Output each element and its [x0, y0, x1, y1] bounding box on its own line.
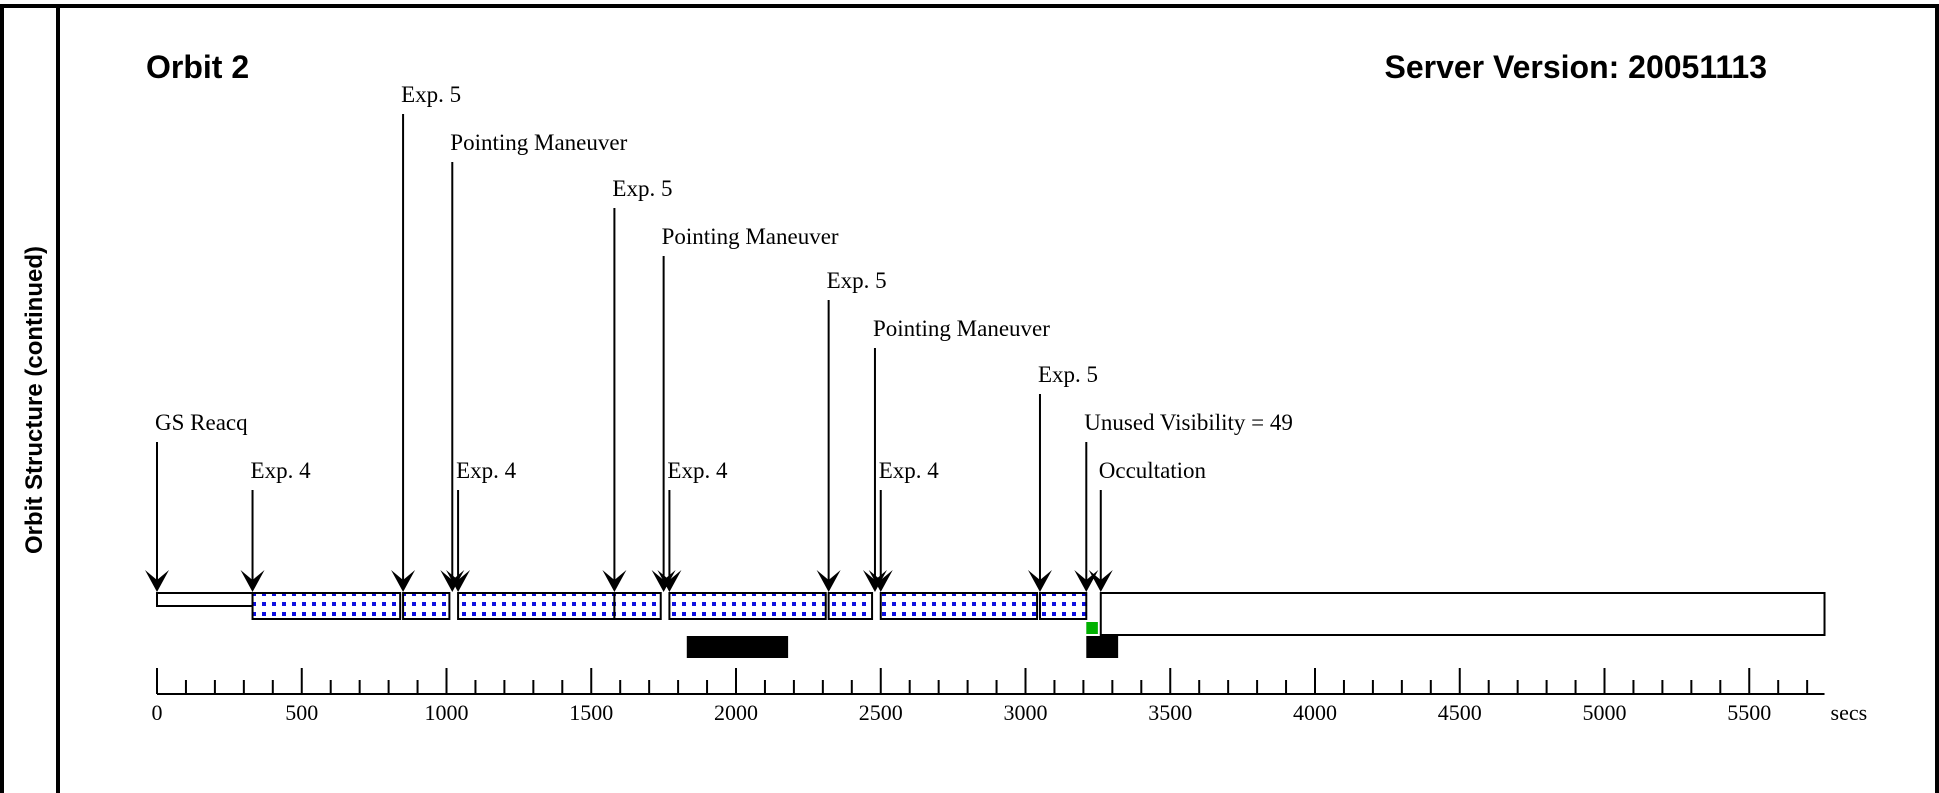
segment-exposure	[613, 592, 662, 620]
event-label: Exp. 4	[667, 458, 728, 483]
event-label: Unused Visibility = 49	[1084, 410, 1293, 435]
event-label: Exp. 5	[1038, 362, 1098, 387]
event-label: Pointing Maneuver	[662, 224, 839, 249]
occultation-bars	[686, 622, 1119, 658]
orbit-title: Orbit 2	[146, 49, 249, 85]
event-arrow	[1088, 570, 1113, 592]
segment-exposure	[457, 592, 616, 620]
segment-idle	[156, 592, 254, 607]
event-arrow	[816, 570, 841, 592]
event-arrow	[1027, 570, 1052, 592]
tick-label: 500	[285, 700, 318, 725]
segment-exposure	[879, 592, 1039, 620]
tick-label: 1000	[425, 700, 469, 725]
timeline-segments	[156, 592, 1826, 636]
black-bar	[1086, 636, 1119, 658]
event-label: Exp. 4	[879, 458, 940, 483]
tick-label: 5000	[1583, 700, 1627, 725]
event-label: Exp. 4	[251, 458, 312, 483]
server-version: Server Version: 20051113	[1384, 49, 1767, 85]
outer-frame	[0, 4, 1939, 793]
segment-exposure	[251, 592, 402, 620]
event-label: Exp. 4	[456, 458, 517, 483]
tick-label: 3000	[1004, 700, 1048, 725]
tick-label: 4500	[1438, 700, 1482, 725]
segment-exposure	[1038, 592, 1088, 620]
event-arrow	[145, 570, 169, 592]
segment-exposure	[668, 592, 827, 620]
event-arrow	[657, 570, 682, 592]
event-arrow	[868, 570, 893, 592]
event-arrow	[240, 570, 265, 592]
event-label: Exp. 5	[827, 268, 887, 293]
segment-occultation	[1099, 592, 1826, 636]
visibility-marker	[1086, 622, 1098, 634]
event-label: Exp. 5	[612, 176, 672, 201]
tick-label: 5500	[1727, 700, 1771, 725]
event-label: Pointing Maneuver	[873, 316, 1050, 341]
tick-label: 3500	[1148, 700, 1192, 725]
event-arrow	[391, 570, 416, 592]
black-bar	[686, 636, 789, 658]
tick-label: 2500	[859, 700, 903, 725]
tick-label: 0	[152, 700, 163, 725]
side-title: Orbit Structure (continued)	[21, 246, 48, 554]
event-label: GS Reacq	[155, 410, 248, 435]
event-arrow	[446, 570, 471, 592]
tick-label: 4000	[1293, 700, 1337, 725]
segment-exposure	[402, 592, 451, 620]
tick-label: 1500	[569, 700, 613, 725]
axis-unit-label: secs	[1831, 700, 1868, 725]
time-axis: 0 500 1000 1500 2000 2500 3000 3500 4000 4500 5000…	[152, 668, 1868, 725]
event-label: Occultation	[1099, 458, 1207, 483]
event-label: Exp. 5	[401, 82, 461, 107]
event-arrow	[602, 570, 627, 592]
tick-label: 2000	[714, 700, 758, 725]
event-label: Pointing Maneuver	[450, 130, 627, 155]
segment-exposure	[827, 592, 874, 620]
